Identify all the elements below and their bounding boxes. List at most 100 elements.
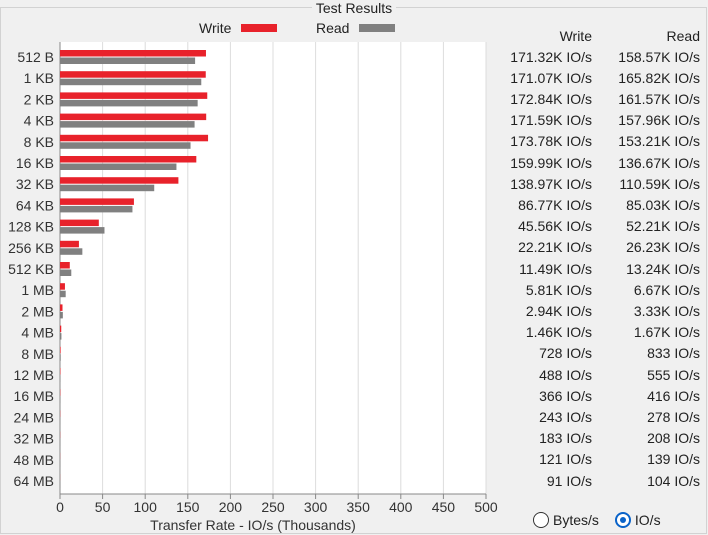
read-bar xyxy=(60,269,72,276)
legend-read: Read xyxy=(316,20,396,36)
legend-read-label: Read xyxy=(316,20,350,36)
read-bar xyxy=(60,227,105,234)
read-value-cell: 1.67K IO/s xyxy=(633,324,700,341)
y-category-label: 2 MB xyxy=(21,303,54,319)
ios-per-second-radio[interactable]: IO/s xyxy=(614,512,661,528)
radio-circle-icon xyxy=(533,512,549,528)
legend-read-swatch xyxy=(359,24,396,32)
y-category-label: 32 MB xyxy=(14,431,54,447)
write-bar xyxy=(60,113,207,121)
read-value-cell: 104 IO/s xyxy=(647,472,700,489)
write-bar xyxy=(60,134,209,142)
write-value-cell: 86.77K IO/s xyxy=(518,196,592,213)
read-bar xyxy=(60,290,66,298)
bytes-per-second-label: Bytes/s xyxy=(553,512,599,528)
write-bar xyxy=(60,262,70,269)
x-tick-label: 350 xyxy=(347,499,371,515)
y-category-label: 48 MB xyxy=(14,452,54,468)
y-category-label: 12 MB xyxy=(14,367,54,383)
x-tick-label: 500 xyxy=(474,499,498,515)
write-value-cell: 488 IO/s xyxy=(539,366,592,383)
read-value-cell: 161.57K IO/s xyxy=(618,90,700,107)
write-bar xyxy=(60,177,179,184)
write-bar xyxy=(60,304,63,311)
y-category-label: 16 MB xyxy=(14,388,54,404)
y-category-label: 1 MB xyxy=(21,282,54,298)
write-value-cell: 1.46K IO/s xyxy=(525,324,592,341)
read-bar xyxy=(60,57,196,64)
bytes-per-second-radio[interactable]: Bytes/s xyxy=(533,512,599,528)
read-value-cell: 52.21K IO/s xyxy=(626,218,700,235)
write-value-cell: 22.21K IO/s xyxy=(518,239,592,256)
write-bar xyxy=(60,50,206,57)
ios-per-second-label: IO/s xyxy=(634,512,661,528)
y-category-label: 1 KB xyxy=(24,70,54,86)
y-category-label: 256 KB xyxy=(8,240,54,256)
read-value-cell: 157.96K IO/s xyxy=(618,112,700,129)
y-category-label: 64 KB xyxy=(16,197,54,213)
y-category-label: 32 KB xyxy=(16,176,54,192)
write-value-cell: 11.49K IO/s xyxy=(519,260,592,277)
write-value-cell: 121 IO/s xyxy=(539,451,592,468)
x-tick-label: 250 xyxy=(261,499,285,515)
read-value-cell: 3.33K IO/s xyxy=(633,302,700,319)
write-value-cell: 91 IO/s xyxy=(546,472,592,489)
write-bar xyxy=(60,219,99,227)
write-bar xyxy=(60,156,197,163)
read-value-cell: 139 IO/s xyxy=(647,451,700,468)
read-value-cell: 158.57K IO/s xyxy=(618,48,700,65)
legend: Write Read xyxy=(0,20,708,38)
x-tick-label: 400 xyxy=(389,499,413,515)
write-value-cell: 171.07K IO/s xyxy=(510,69,592,86)
y-category-label: 16 KB xyxy=(16,155,54,171)
write-bar xyxy=(60,325,62,333)
unit-selector: Bytes/s IO/s xyxy=(533,512,677,528)
write-value-cell: 5.81K IO/s xyxy=(525,281,592,298)
write-bar xyxy=(60,71,206,78)
read-bar xyxy=(60,163,177,170)
write-value-cell: 172.84K IO/s xyxy=(510,90,592,107)
write-value-cell: 366 IO/s xyxy=(539,387,592,404)
read-value-cell: 208 IO/s xyxy=(647,430,700,447)
y-category-label: 512 KB xyxy=(8,261,54,277)
read-bar xyxy=(60,333,62,340)
read-bar xyxy=(60,311,63,319)
x-tick-label: 150 xyxy=(176,499,200,515)
legend-write-swatch xyxy=(241,24,278,32)
x-tick-label: 100 xyxy=(134,499,158,515)
read-bar xyxy=(60,184,155,192)
write-bar xyxy=(60,198,134,205)
write-value-cell: 243 IO/s xyxy=(539,408,592,425)
read-value-cell: 85.03K IO/s xyxy=(626,196,700,213)
write-value-cell: 171.32K IO/s xyxy=(510,48,592,65)
read-value-cell: 555 IO/s xyxy=(647,366,700,383)
write-value-cell: 171.59K IO/s xyxy=(510,112,592,129)
x-tick-label: 50 xyxy=(95,499,111,515)
x-tick-label: 200 xyxy=(219,499,243,515)
read-value-cell: 13.24K IO/s xyxy=(626,260,700,277)
y-category-label: 4 KB xyxy=(24,113,54,129)
x-tick-label: 0 xyxy=(56,499,64,515)
read-bar xyxy=(60,142,191,149)
read-value-cell: 136.67K IO/s xyxy=(618,154,700,171)
read-bar xyxy=(60,205,133,213)
write-value-cell: 159.99K IO/s xyxy=(510,154,592,171)
y-category-label: 4 MB xyxy=(21,325,54,341)
x-tick-label: 450 xyxy=(432,499,456,515)
read-bar xyxy=(60,248,83,255)
y-category-label: 128 KB xyxy=(8,219,54,235)
write-value-cell: 728 IO/s xyxy=(539,345,592,362)
x-axis-label: Transfer Rate - IO/s (Thousands) xyxy=(150,517,356,533)
y-category-label: 24 MB xyxy=(14,409,54,425)
write-bar xyxy=(60,240,79,248)
read-bar xyxy=(60,78,202,86)
read-value-cell: 110.59K IO/s xyxy=(619,175,700,192)
write-bar xyxy=(60,346,61,354)
read-bar xyxy=(60,354,61,361)
write-value-cell: 173.78K IO/s xyxy=(510,133,592,150)
legend-write-label: Write xyxy=(199,20,232,36)
read-value-cell: 153.21K IO/s xyxy=(618,133,700,150)
write-bar xyxy=(60,283,65,290)
write-value-cell: 45.56K IO/s xyxy=(518,218,592,235)
y-category-label: 2 KB xyxy=(24,91,54,107)
